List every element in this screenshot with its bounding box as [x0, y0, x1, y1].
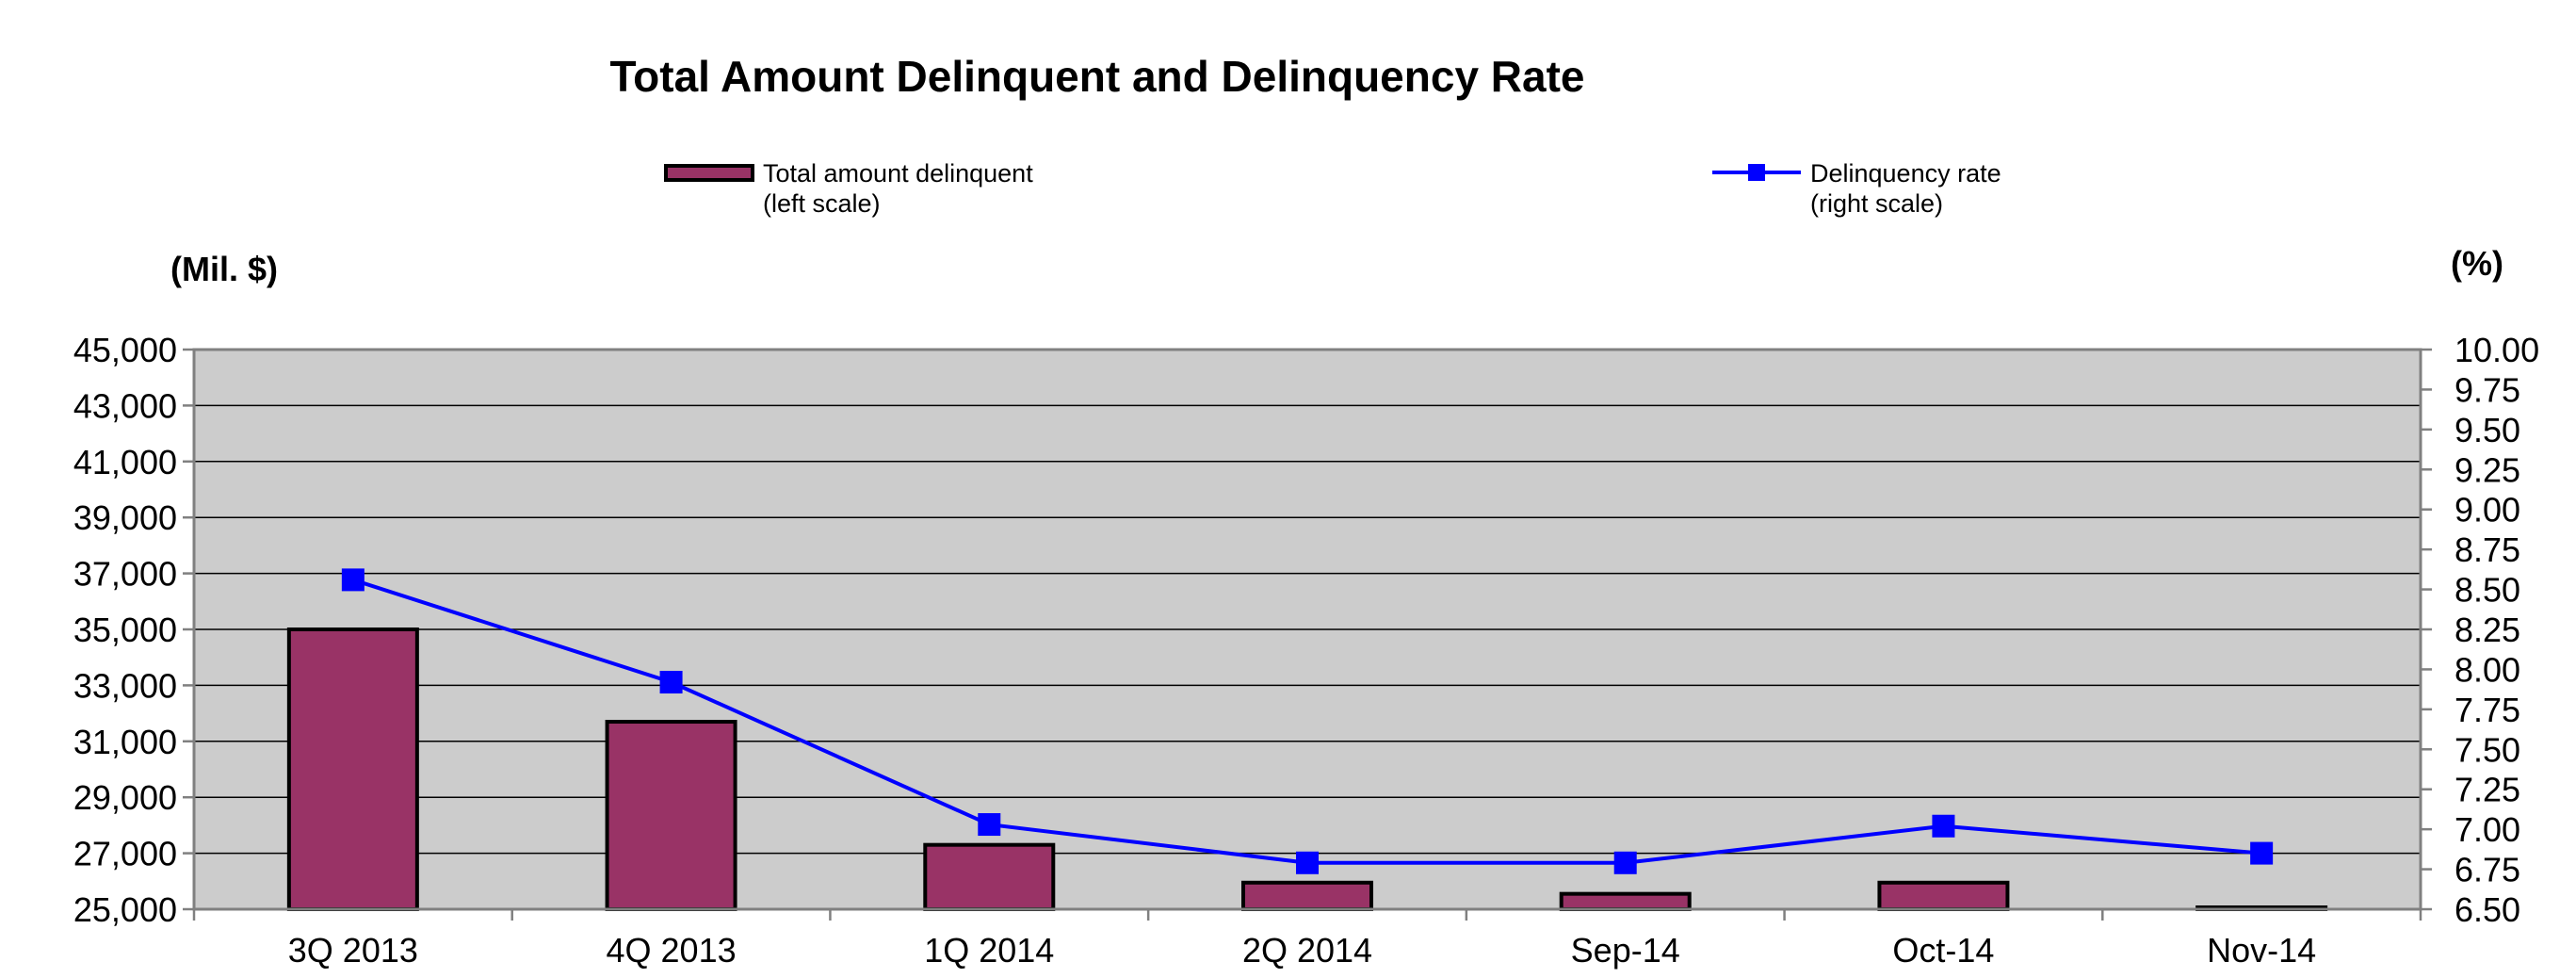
right-axis-tick-label: 8.50 — [2454, 571, 2520, 610]
right-axis-tick-label: 7.50 — [2454, 730, 2520, 769]
rate-marker-1q-2014 — [978, 813, 1001, 837]
right-axis-label: (%) — [2451, 244, 2503, 283]
right-axis-tick-label: 6.50 — [2454, 890, 2520, 929]
rate-marker-4q-2013 — [659, 671, 683, 694]
right-axis-tick-label: 8.25 — [2454, 611, 2520, 649]
left-axis-tick-label: 27,000 — [73, 835, 177, 873]
chart-title: Total Amount Delinquent and Delinquency … — [609, 52, 1584, 101]
right-axis-tick-label: 7.75 — [2454, 691, 2520, 729]
rate-marker-sep-14 — [1613, 851, 1637, 874]
rate-marker-3q-2013 — [341, 568, 365, 592]
left-axis-tick-label: 25,000 — [73, 890, 177, 929]
rate-marker-nov-14 — [2250, 841, 2274, 865]
right-axis-tick-label: 9.00 — [2454, 491, 2520, 530]
x-axis-tick-label: Oct-14 — [1892, 931, 1994, 970]
left-axis-tick-label: 33,000 — [73, 666, 177, 705]
x-axis-tick-label: 4Q 2013 — [607, 931, 737, 970]
x-axis-tick-label: Sep-14 — [1571, 931, 1680, 970]
left-axis-tick-label: 39,000 — [73, 498, 177, 537]
rate-marker-2q-2014 — [1296, 851, 1319, 874]
legend-line-label: Delinquency rate — [1810, 159, 2001, 187]
right-axis-tick-label: 7.25 — [2454, 771, 2520, 809]
legend-line-marker — [1748, 164, 1765, 181]
bar-oct-14 — [1877, 880, 2010, 911]
left-axis-tick-label: 37,000 — [73, 555, 177, 594]
left-axis-tick-label: 43,000 — [73, 386, 177, 425]
x-axis-tick-label: 2Q 2014 — [1242, 931, 1372, 970]
left-axis-tick-label: 41,000 — [73, 443, 177, 481]
x-axis-tick-label: 3Q 2013 — [288, 931, 418, 970]
bar-sep-14 — [1559, 891, 1692, 911]
right-axis-tick-label: 9.25 — [2454, 450, 2520, 489]
bar-1q-2014 — [923, 842, 1056, 911]
left-axis-label: (Mil. $) — [170, 250, 278, 288]
plot-area: 45,000 43,000 41,000 39,000 37,000 35,000 33,0… — [73, 331, 2539, 970]
left-axis-tick-label: 29,000 — [73, 778, 177, 817]
bar-2q-2014 — [1241, 880, 1373, 911]
right-axis-tick-label: 9.50 — [2454, 411, 2520, 449]
rate-marker-oct-14 — [1932, 814, 1955, 838]
right-axis-tick-label: 8.00 — [2454, 650, 2520, 689]
legend-bar-label: Total amount delinquent — [763, 159, 1033, 187]
right-axis-tick-label: 8.75 — [2454, 530, 2520, 569]
x-axis-tick-label: Nov-14 — [2207, 931, 2316, 970]
left-axis-tick-label: 45,000 — [73, 331, 177, 369]
right-axis-tick-label: 6.75 — [2454, 851, 2520, 889]
legend-line-label: (right scale) — [1810, 189, 1943, 218]
legend-bar-label: (left scale) — [763, 189, 881, 218]
bar-3q-2013 — [286, 628, 419, 911]
x-axis-tick-label: 1Q 2014 — [924, 931, 1054, 970]
left-axis-tick-label: 35,000 — [73, 611, 177, 649]
legend-bar-swatch — [664, 164, 754, 182]
bar-4q-2013 — [605, 720, 737, 912]
legend: Total amount delinquent(left scale) Delin… — [664, 159, 2001, 218]
right-axis-tick-label: 9.75 — [2454, 370, 2520, 409]
left-axis-tick-label: 31,000 — [73, 723, 177, 761]
right-axis-tick-label: 10.00 — [2454, 331, 2539, 369]
right-axis-tick-label: 7.00 — [2454, 810, 2520, 849]
